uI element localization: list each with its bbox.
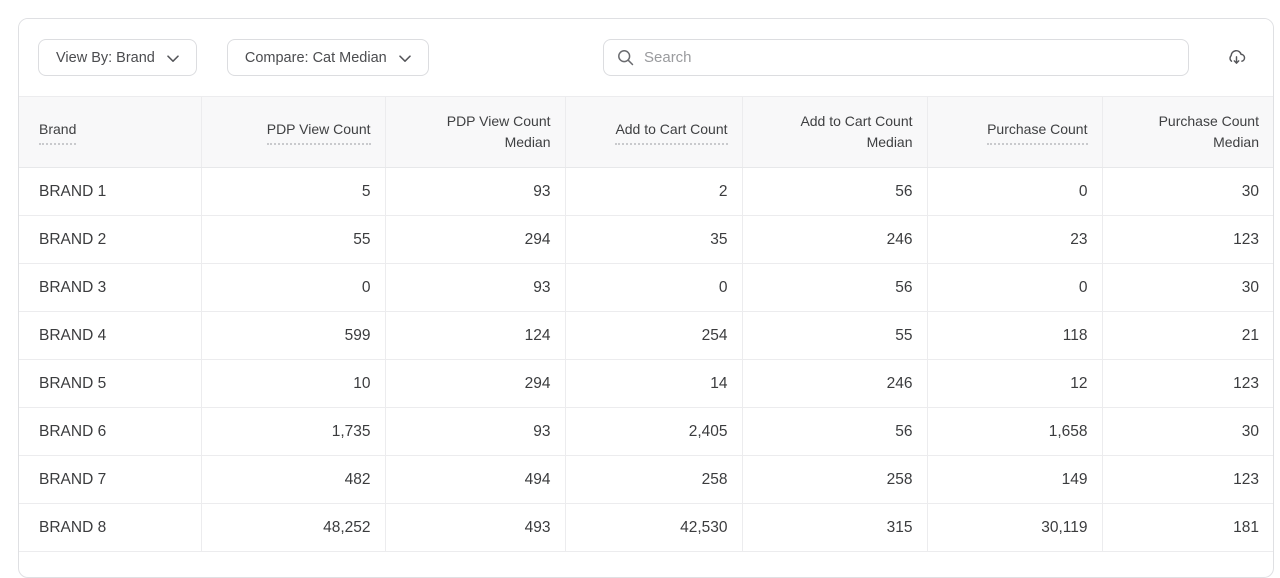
cell-add-to-cart-count-median: 56 — [742, 263, 928, 312]
table-header-row: Brand PDP View Count PDP View Count Median… — [19, 96, 1273, 168]
cell-pdp-view-count: 599 — [201, 311, 386, 360]
cell-add-to-cart-count: 0 — [565, 263, 743, 312]
cell-pdp-view-count: 482 — [201, 455, 386, 504]
cell-pdp-view-count: 0 — [201, 263, 386, 312]
cell-purchase-count-median: 30 — [1102, 263, 1273, 312]
compare-dropdown[interactable]: Compare: Cat Median — [226, 39, 429, 76]
cell-purchase-count-median: 30 — [1102, 407, 1273, 456]
cell-pdp-view-count: 55 — [201, 215, 386, 264]
cell-purchase-count-median: 21 — [1102, 311, 1273, 360]
cell-brand: BRAND 2 — [19, 215, 202, 264]
cell-pdp-view-count: 10 — [201, 359, 386, 408]
cell-add-to-cart-count: 258 — [565, 455, 743, 504]
cell-purchase-count: 0 — [927, 167, 1103, 216]
cell-add-to-cart-count-median: 315 — [742, 503, 928, 552]
cell-pdp-view-count-median: 493 — [385, 503, 566, 552]
column-header-pdp-view-count-median: PDP View Count Median — [385, 96, 566, 168]
column-label-add-to-cart-count-median: Add to Cart Count Median — [800, 113, 913, 150]
table-row: BRAND 1 5 93 2 56 0 30 — [19, 167, 1273, 216]
cell-pdp-view-count-median: 494 — [385, 455, 566, 504]
cell-purchase-count: 23 — [927, 215, 1103, 264]
cell-add-to-cart-count-median: 258 — [742, 455, 928, 504]
cell-purchase-count-median: 30 — [1102, 167, 1273, 216]
table-row: BRAND 5 10 294 14 246 12 123 — [19, 359, 1273, 408]
cell-brand: BRAND 3 — [19, 263, 202, 312]
cell-brand: BRAND 4 — [19, 311, 202, 360]
cell-pdp-view-count-median: 294 — [385, 359, 566, 408]
metrics-table: Brand PDP View Count PDP View Count Median… — [19, 96, 1273, 552]
cell-add-to-cart-count-median: 55 — [742, 311, 928, 360]
column-header-add-to-cart-count-median: Add to Cart Count Median — [742, 96, 928, 168]
cell-purchase-count: 0 — [927, 263, 1103, 312]
column-header-pdp-view-count[interactable]: PDP View Count — [201, 96, 386, 168]
cell-brand: BRAND 5 — [19, 359, 202, 408]
table-row: BRAND 4 599 124 254 55 118 21 — [19, 311, 1273, 360]
table-body: BRAND 1 5 93 2 56 0 30 BRAND 2 55 294 35 246 23 123 BR… — [19, 167, 1273, 552]
cell-add-to-cart-count: 254 — [565, 311, 743, 360]
cell-pdp-view-count: 1,735 — [201, 407, 386, 456]
cell-purchase-count: 118 — [927, 311, 1103, 360]
cell-purchase-count: 30,119 — [927, 503, 1103, 552]
compare-dropdown-label: Compare: Cat Median — [244, 49, 387, 66]
column-label-purchase-count-median: Purchase Count Median — [1158, 113, 1259, 150]
toolbar: View By: Brand Compare: Cat Median — [19, 19, 1273, 96]
column-label-add-to-cart-count: Add to Cart Count — [615, 119, 728, 145]
cell-pdp-view-count-median: 93 — [385, 263, 566, 312]
column-header-brand[interactable]: Brand — [19, 96, 202, 168]
cell-pdp-view-count-median: 93 — [385, 167, 566, 216]
column-header-purchase-count-median: Purchase Count Median — [1102, 96, 1273, 168]
cell-purchase-count-median: 123 — [1102, 215, 1273, 264]
cell-purchase-count-median: 123 — [1102, 455, 1273, 504]
cell-add-to-cart-count-median: 56 — [742, 167, 928, 216]
column-header-add-to-cart-count[interactable]: Add to Cart Count — [565, 96, 743, 168]
table-row: BRAND 6 1,735 93 2,405 56 1,658 30 — [19, 407, 1273, 456]
table-header: Brand PDP View Count PDP View Count Median… — [19, 96, 1273, 168]
brand-metrics-panel: View By: Brand Compare: Cat Median — [18, 18, 1274, 578]
table-row: BRAND 7 482 494 258 258 149 123 — [19, 455, 1273, 504]
cell-purchase-count-median: 123 — [1102, 359, 1273, 408]
cell-pdp-view-count-median: 93 — [385, 407, 566, 456]
column-label-pdp-view-count: PDP View Count — [266, 119, 371, 145]
view-by-dropdown[interactable]: View By: Brand — [38, 39, 197, 76]
cell-purchase-count: 1,658 — [927, 407, 1103, 456]
table-row: BRAND 3 0 93 0 56 0 30 — [19, 263, 1273, 312]
view-by-dropdown-label: View By: Brand — [56, 49, 155, 66]
cell-add-to-cart-count-median: 56 — [742, 407, 928, 456]
chevron-down-icon — [167, 54, 179, 63]
cell-purchase-count: 12 — [927, 359, 1103, 408]
cell-pdp-view-count-median: 294 — [385, 215, 566, 264]
cell-brand: BRAND 1 — [19, 167, 202, 216]
cell-brand: BRAND 6 — [19, 407, 202, 456]
table-row: BRAND 8 48,252 493 42,530 315 30,119 181 — [19, 503, 1273, 552]
cell-add-to-cart-count-median: 246 — [742, 359, 928, 408]
cell-add-to-cart-count: 42,530 — [565, 503, 743, 552]
search-icon — [617, 49, 634, 66]
cell-pdp-view-count: 48,252 — [201, 503, 386, 552]
cell-add-to-cart-count: 35 — [565, 215, 743, 264]
column-label-brand: Brand — [39, 119, 77, 145]
cell-purchase-count-median: 181 — [1102, 503, 1273, 552]
cell-brand: BRAND 7 — [19, 455, 202, 504]
table-row: BRAND 2 55 294 35 246 23 123 — [19, 215, 1273, 264]
column-label-pdp-view-count-median: PDP View Count Median — [446, 113, 551, 150]
column-header-purchase-count[interactable]: Purchase Count — [927, 96, 1103, 168]
cell-pdp-view-count-median: 124 — [385, 311, 566, 360]
cell-brand: BRAND 8 — [19, 503, 202, 552]
chevron-down-icon — [398, 54, 411, 63]
search-input[interactable] — [644, 49, 1176, 66]
search-box — [603, 39, 1189, 76]
download-button[interactable] — [1216, 38, 1256, 78]
column-label-purchase-count: Purchase Count — [987, 119, 1088, 145]
cell-pdp-view-count: 5 — [201, 167, 386, 216]
cell-add-to-cart-count-median: 246 — [742, 215, 928, 264]
cell-purchase-count: 149 — [927, 455, 1103, 504]
cloud-download-icon — [1225, 45, 1248, 71]
cell-add-to-cart-count: 2 — [565, 167, 743, 216]
cell-add-to-cart-count: 14 — [565, 359, 743, 408]
cell-add-to-cart-count: 2,405 — [565, 407, 743, 456]
